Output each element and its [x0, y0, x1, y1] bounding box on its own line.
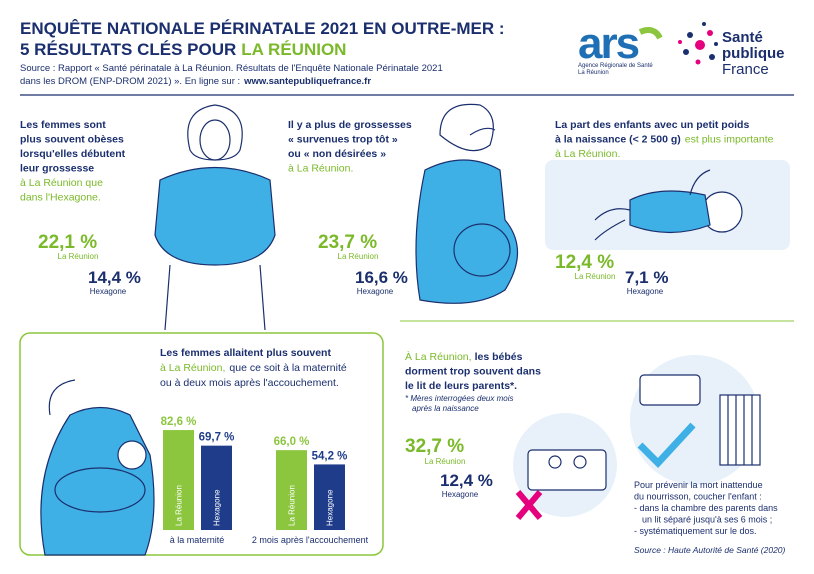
- finding-text-part: Il y a plus de grossesses: [288, 119, 412, 131]
- finding-highlight: à La Réunion.: [555, 148, 620, 160]
- title-highlight: LA RÉUNION: [241, 40, 346, 59]
- finding-highlight: à La Réunion que: [20, 177, 103, 189]
- spf-logo: Santé: [722, 29, 763, 46]
- ars-sub: La Réunion: [578, 70, 609, 76]
- spf-logo: publique: [722, 45, 785, 62]
- value-label: 66,0 %: [274, 436, 310, 448]
- reunion-value: 23,7 %: [318, 232, 377, 253]
- hexagone-value: 16,6 %: [355, 268, 408, 287]
- finding-text: ou « non désirées »: [288, 148, 386, 160]
- breastfeeding-text: à La Réunion, que ce soit à la maternité: [160, 362, 347, 374]
- illustration-baby: [545, 160, 790, 250]
- finding-text-part: à la naissance (< 2 500 g): [555, 134, 681, 146]
- bar: [163, 430, 194, 530]
- finding-text: Il y a plus de grossesses: [288, 119, 412, 131]
- ars-swoosh: [638, 27, 663, 40]
- cosleeping-highlight: À La Réunion,: [405, 350, 472, 363]
- illustration-breastfeeding: [40, 379, 155, 556]
- finding-highlight: est plus importante: [685, 134, 774, 146]
- legend-label: La Réunion: [288, 485, 297, 526]
- hexagone-value: 7,1 %: [625, 268, 668, 287]
- spf-dots: [678, 22, 718, 65]
- source-part: dans les DROM (ENP-DROM 2021) ». En lign…: [20, 76, 240, 87]
- finding-text-part: plus souvent obèses: [20, 134, 124, 146]
- hexagone-label: Hexagone: [357, 287, 394, 296]
- advice-text: du nourrisson, coucher l'enfant :: [634, 492, 762, 502]
- finding-text: à la naissance (< 2 500 g) est plus impor…: [555, 134, 774, 146]
- source: Source : Rapport « Santé périnatale à La…: [20, 63, 443, 74]
- finding-text-part: lorsqu'elles débutent: [20, 148, 126, 160]
- finding-text: Les femmes sont: [20, 119, 106, 131]
- value-label: 82,6 %: [161, 416, 197, 428]
- breastfeeding-text-part: que ce soit à la maternité: [229, 362, 346, 374]
- value-label: 69,7 %: [199, 432, 235, 444]
- advice-text: - systématiquement sur le dos.: [634, 526, 757, 536]
- finding-text: leur grossesse: [20, 163, 94, 175]
- breastfeeding-box: [19, 332, 384, 556]
- advice-text: Pour prévenir la mort inattendue: [634, 480, 763, 490]
- cosleeping-note: après la naissance: [412, 404, 479, 413]
- finding-text-part: ou « non désirées »: [288, 148, 386, 160]
- hexagone-label: Hexagone: [442, 490, 479, 499]
- value-label: 54,2 %: [312, 450, 348, 462]
- reunion-label: La Réunion: [575, 272, 616, 281]
- finding-text: « survenues trop tôt »: [288, 134, 398, 146]
- advice-text: - dans la chambre des parents dans: [634, 503, 778, 513]
- reunion-label: La Réunion: [338, 252, 379, 261]
- title: 5 RÉSULTATS CLÉS POUR LA RÉUNION: [20, 40, 346, 59]
- bar: [201, 445, 232, 530]
- legend-label: La Réunion: [175, 485, 184, 526]
- advice-source: Source : Haute Autorité de Santé (2020): [634, 545, 786, 555]
- hexagone-value: 12,4 %: [440, 471, 493, 490]
- finding-text: lorsqu'elles débutent: [20, 148, 126, 160]
- source-url: www.santepubliquefrance.fr: [243, 76, 371, 87]
- legend-label: Hexagone: [326, 489, 335, 526]
- hexagone-label: Hexagone: [90, 287, 127, 296]
- spf-logo: France: [722, 61, 769, 78]
- illustration-obese-woman: [154, 104, 276, 331]
- finding-text-part: leur grossesse: [20, 163, 94, 175]
- breastfeeding-text: Les femmes allaitent plus souvent: [160, 347, 331, 359]
- reunion-value: 32,7 %: [405, 436, 464, 457]
- cosleeping-text: dorment trop souvent dans: [405, 366, 541, 378]
- ars-sub: Agence Régionale de Santé: [578, 63, 653, 69]
- finding-text-part: « survenues trop tôt »: [288, 134, 398, 146]
- category-label: à la maternité: [170, 535, 225, 545]
- reunion-value: 12,4 %: [555, 252, 614, 273]
- category-label: 2 mois après l'accouchement: [252, 535, 369, 545]
- reunion-value: 22,1 %: [38, 232, 97, 253]
- finding-highlight: dans l'Hexagone.: [20, 192, 101, 204]
- reunion-label: La Réunion: [425, 457, 466, 466]
- finding-text: plus souvent obèses: [20, 134, 124, 146]
- ars-logo: ars: [578, 19, 639, 68]
- finding-text-part: Les femmes sont: [20, 119, 106, 131]
- cosleeping-note: * Mères interrogées deux mois: [405, 394, 514, 403]
- cosleeping-text-part: les bébés: [475, 351, 523, 363]
- bar: [276, 450, 307, 530]
- cosleeping-text: À La Réunion, les bébés: [405, 350, 523, 363]
- bar: [314, 464, 345, 530]
- source: dans les DROM (ENP-DROM 2021) ». En lign…: [20, 76, 371, 87]
- reunion-label: La Réunion: [58, 252, 99, 261]
- finding-text: La part des enfants avec un petit poids: [555, 119, 749, 131]
- finding-highlight: à La Réunion.: [288, 163, 353, 175]
- advice-text: un lit séparé jusqu'à ses 6 mois ;: [642, 515, 772, 525]
- illustration-pregnant-woman: [415, 103, 518, 304]
- illustration-cosleeping: [513, 355, 761, 520]
- title: ENQUÊTE NATIONALE PÉRINATALE 2021 EN OUT…: [20, 19, 505, 38]
- breastfeeding-text: ou à deux mois après l'accouchement.: [160, 377, 339, 389]
- hexagone-value: 14,4 %: [88, 268, 141, 287]
- title-part: 5 RÉSULTATS CLÉS POUR: [20, 40, 236, 59]
- breastfeeding-highlight: à La Réunion,: [160, 362, 225, 374]
- cosleeping-text: le lit de leurs parents*.: [405, 380, 517, 392]
- finding-text-part: La part des enfants avec un petit poids: [555, 119, 749, 131]
- hexagone-label: Hexagone: [627, 287, 664, 296]
- legend-label: Hexagone: [213, 489, 222, 526]
